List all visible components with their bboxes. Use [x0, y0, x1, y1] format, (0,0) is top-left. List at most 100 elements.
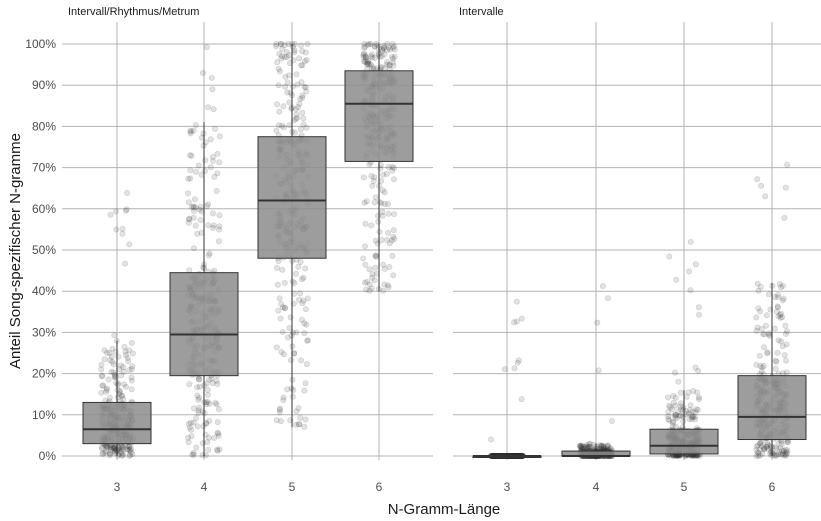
data-point — [762, 193, 769, 200]
data-point — [782, 184, 789, 191]
data-point — [367, 61, 374, 68]
data-point — [390, 227, 397, 234]
data-point — [361, 243, 368, 250]
data-point — [193, 415, 200, 422]
data-point — [204, 391, 211, 398]
data-point — [784, 447, 791, 454]
data-point — [687, 406, 694, 413]
data-point — [587, 440, 594, 447]
data-point — [695, 304, 702, 311]
data-point — [385, 229, 392, 236]
data-point — [379, 187, 386, 194]
data-point — [577, 443, 584, 450]
data-point — [779, 314, 786, 321]
data-point — [772, 357, 779, 364]
data-point — [769, 447, 776, 454]
data-point — [121, 343, 128, 350]
data-point — [376, 199, 383, 206]
data-point — [381, 189, 388, 196]
data-point — [755, 305, 762, 312]
data-point — [772, 325, 779, 332]
data-point — [779, 297, 786, 304]
data-point — [123, 383, 130, 390]
data-point — [211, 434, 218, 441]
data-point — [99, 445, 106, 452]
data-point — [765, 291, 772, 298]
data-point — [116, 366, 123, 373]
data-point — [190, 127, 197, 134]
data-point — [372, 253, 379, 260]
data-point — [386, 263, 393, 270]
data-point — [124, 446, 131, 453]
data-point — [775, 313, 782, 320]
data-point — [196, 394, 203, 401]
data-point — [117, 389, 124, 396]
data-point — [190, 405, 197, 412]
data-point — [103, 385, 110, 392]
data-point — [514, 359, 521, 366]
data-point — [368, 285, 375, 292]
data-point — [281, 42, 288, 49]
data-point — [389, 40, 396, 47]
data-point — [385, 210, 392, 217]
data-point — [596, 442, 603, 449]
data-point — [361, 40, 368, 47]
data-point — [372, 237, 379, 244]
data-point — [127, 449, 134, 456]
data-point — [518, 315, 525, 322]
data-point — [114, 394, 121, 401]
data-point — [107, 444, 114, 451]
data-point — [123, 206, 130, 213]
data-point — [129, 450, 136, 457]
data-point — [299, 94, 306, 101]
data-point — [302, 49, 309, 56]
data-point — [125, 358, 132, 365]
data-point — [108, 446, 115, 453]
data-point — [128, 366, 135, 373]
data-point — [120, 451, 127, 458]
data-point — [194, 392, 201, 399]
data-point — [755, 452, 762, 459]
data-point — [299, 62, 306, 69]
data-point — [291, 350, 298, 357]
data-point — [694, 406, 701, 413]
data-point — [368, 53, 375, 60]
data-point — [672, 402, 679, 409]
data-point — [689, 408, 696, 415]
data-point — [98, 361, 105, 368]
data-point — [582, 443, 589, 450]
data-point — [783, 448, 790, 455]
data-point — [284, 79, 291, 86]
data-point — [784, 328, 791, 335]
data-point — [756, 308, 763, 315]
y-tick-label: 20% — [32, 367, 56, 381]
data-point — [605, 442, 612, 449]
data-point — [379, 212, 386, 219]
data-point — [782, 446, 789, 453]
data-point — [669, 406, 676, 413]
data-point — [280, 397, 287, 404]
boxes-layer — [82, 44, 807, 458]
data-point — [187, 419, 194, 426]
data-point — [112, 208, 119, 215]
data-point — [586, 443, 593, 450]
data-point — [190, 451, 197, 458]
data-point — [756, 452, 763, 459]
data-point — [784, 439, 791, 446]
data-point — [204, 398, 211, 405]
data-point — [763, 443, 770, 450]
data-point — [384, 40, 391, 47]
data-point — [762, 322, 769, 329]
data-point — [515, 357, 522, 364]
data-point — [673, 276, 680, 283]
data-point — [766, 332, 773, 339]
data-point — [106, 452, 113, 459]
data-point — [298, 79, 305, 86]
data-point — [216, 133, 223, 140]
data-point — [209, 224, 216, 231]
data-point — [108, 353, 115, 360]
data-point — [755, 287, 762, 294]
data-point — [297, 258, 304, 265]
data-point — [122, 348, 129, 355]
data-point — [126, 452, 133, 459]
